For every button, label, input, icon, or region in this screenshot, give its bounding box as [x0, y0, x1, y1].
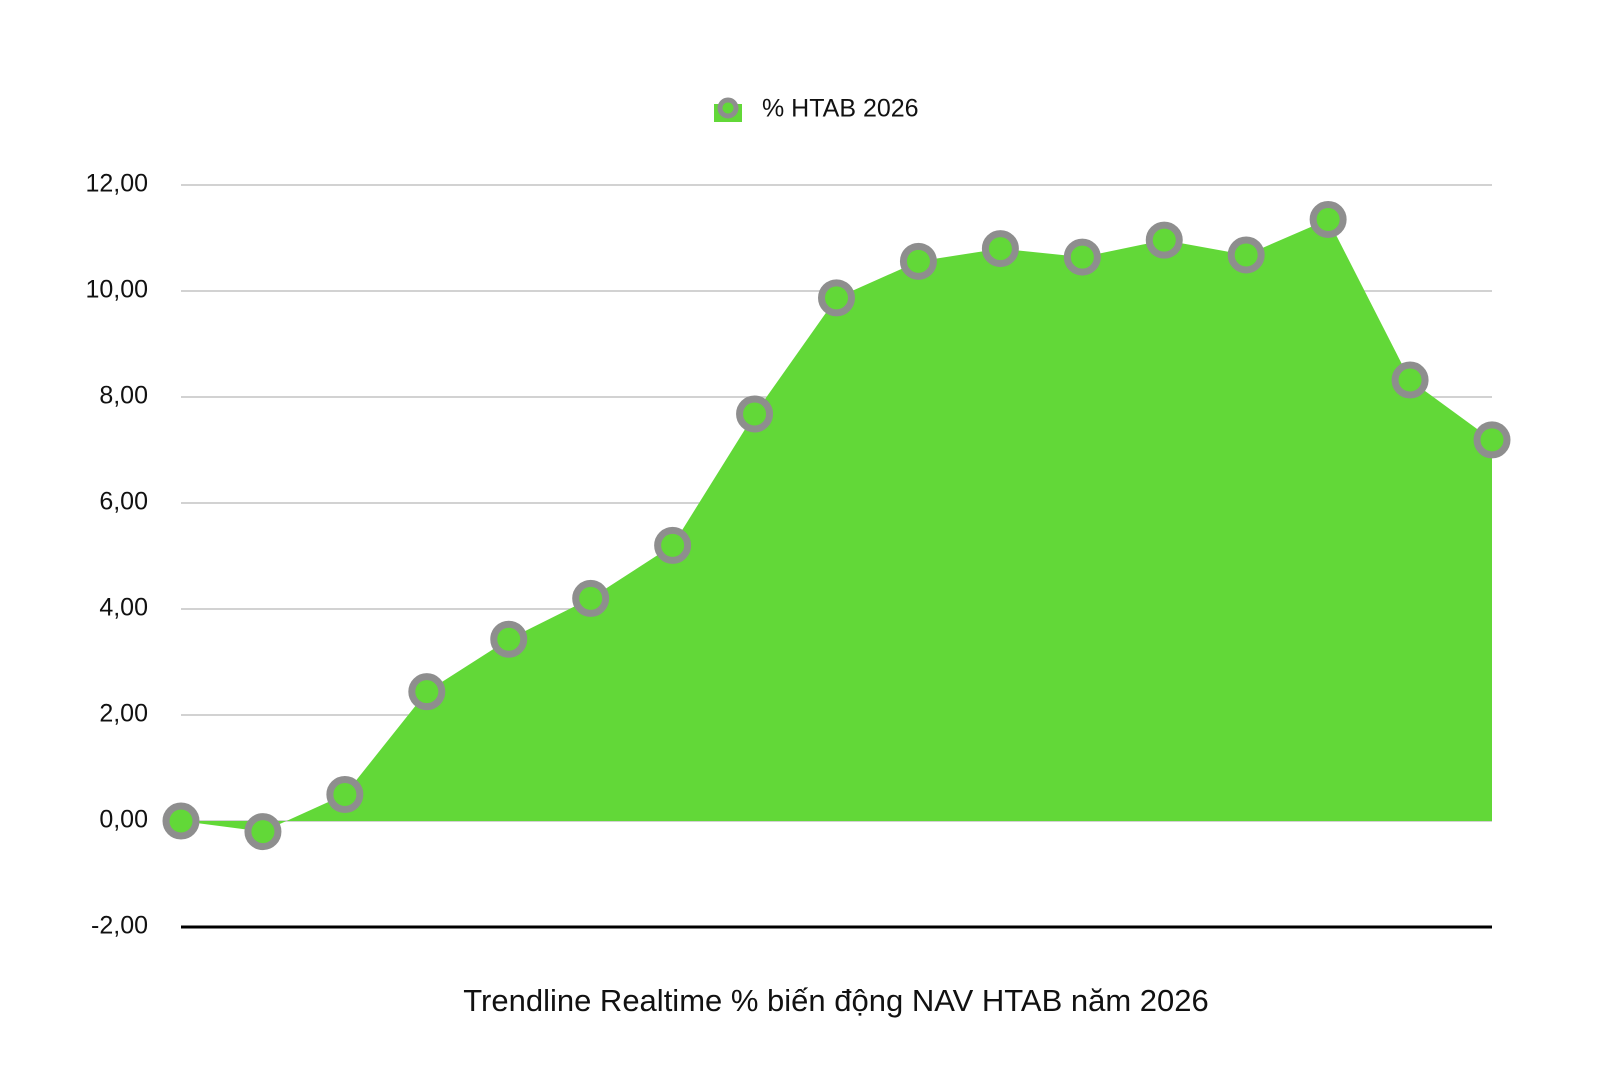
legend-label: % HTAB 2026 — [762, 95, 919, 123]
x-axis-label: Trendline Realtime % biến động NAV HTAB … — [463, 983, 1209, 1018]
y-tick-label: 0,00 — [99, 806, 148, 834]
marker — [326, 776, 364, 813]
y-tick-label: 8,00 — [99, 382, 148, 410]
y-tick-label: -2,00 — [91, 912, 148, 940]
y-tick-label: 12,00 — [85, 170, 148, 198]
marker — [1309, 200, 1347, 238]
marker — [1473, 421, 1511, 459]
marker — [654, 526, 692, 564]
marker — [490, 620, 528, 658]
y-tick-label: 10,00 — [85, 276, 148, 304]
y-tick-label: 6,00 — [99, 488, 148, 516]
marker — [572, 579, 610, 617]
legend-marker — [717, 97, 739, 119]
marker — [981, 230, 1019, 268]
marker — [408, 673, 446, 711]
y-tick-label: 2,00 — [99, 700, 148, 728]
marker — [1145, 221, 1183, 259]
marker — [818, 279, 855, 317]
marker — [244, 813, 282, 851]
y-tick-label: 4,00 — [99, 594, 148, 622]
marker — [1391, 361, 1429, 399]
marker — [899, 242, 937, 280]
marker — [1063, 238, 1101, 276]
marker — [736, 395, 774, 433]
marker — [1227, 236, 1265, 274]
area — [181, 219, 1492, 832]
marker — [162, 802, 200, 840]
